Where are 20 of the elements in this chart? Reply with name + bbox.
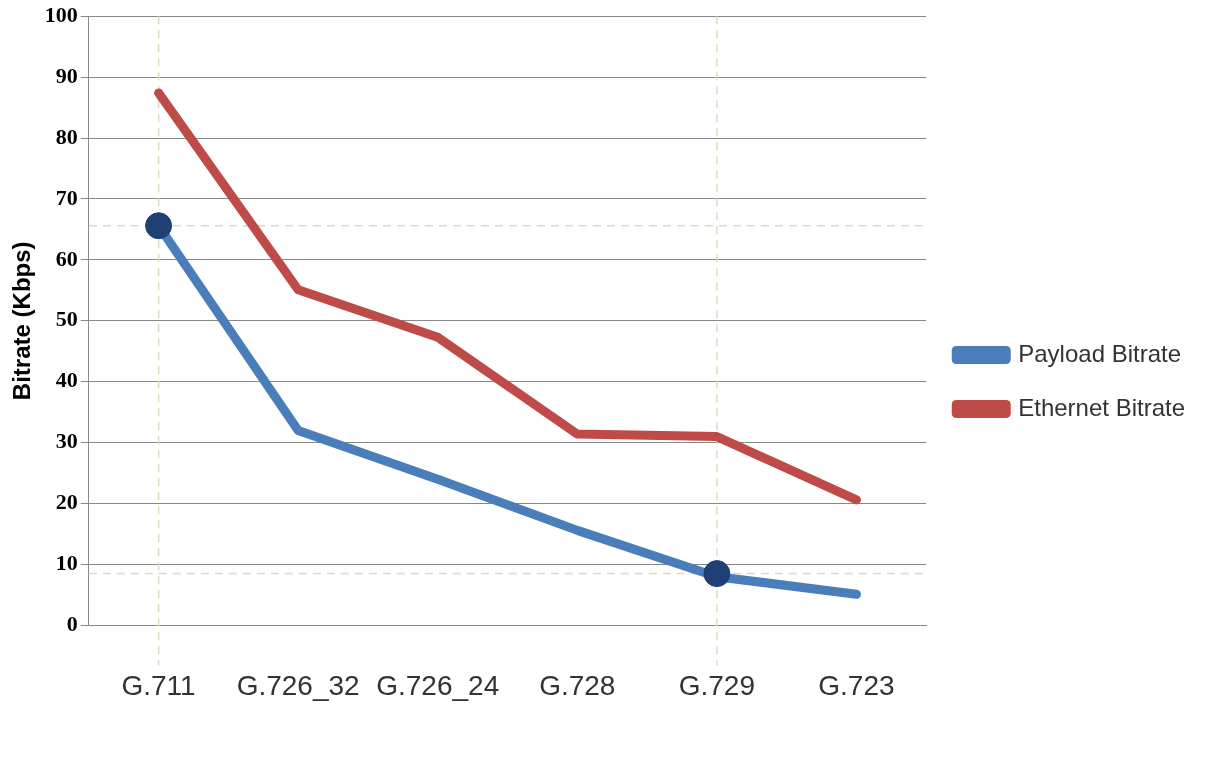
y-tick-label: 70 [55, 184, 78, 210]
y-tick-label: 0 [66, 611, 78, 637]
x-tick-label: G.726_24 [376, 669, 500, 701]
legend-label: Ethernet Bitrate [1018, 393, 1186, 421]
x-tick-label: G.728 [539, 669, 616, 701]
y-tick-label: 50 [55, 306, 78, 332]
y-tick-label: 40 [55, 367, 78, 393]
x-tick-label: G.723 [818, 669, 895, 701]
y-tick-label: 90 [55, 62, 78, 88]
y-tick-label: 10 [55, 550, 78, 576]
y-tick-label: 100 [44, 1, 78, 27]
y-tick-label: 30 [55, 428, 78, 454]
y-tick-label: 20 [55, 489, 78, 515]
y-axis-title: Bitrate (Kbps) [8, 241, 36, 401]
x-tick-label: G.729 [678, 669, 756, 701]
y-tick-label: 80 [55, 123, 78, 149]
x-tick-label: G.726_32 [236, 669, 360, 701]
x-tick-label: G.711 [121, 669, 196, 701]
y-tick-label: 60 [55, 245, 78, 271]
legend-label: Payload Bitrate [1018, 339, 1182, 367]
